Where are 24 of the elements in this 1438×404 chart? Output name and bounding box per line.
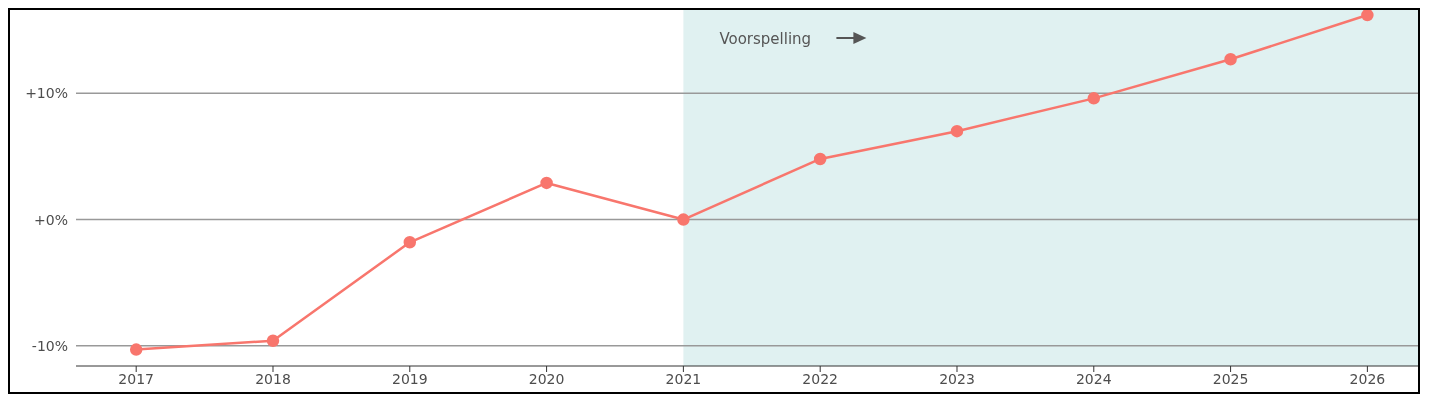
point [813,152,827,166]
point [129,343,143,356]
x-tick-label: 2020 [528,370,565,387]
x-tick-label: 2021 [665,370,702,387]
y-tick-label: +0% [34,211,68,228]
point [266,334,280,347]
x-tick-label: 2017 [118,370,155,387]
point [403,236,417,249]
x-tick-label: 2023 [939,370,975,387]
y-tick-label: +10% [25,85,68,102]
point [677,213,690,226]
x-tick-label: 2024 [1075,370,1112,387]
point [950,124,964,138]
x-tick-label: 2025 [1212,370,1249,387]
x-tick-label: 2022 [802,370,839,387]
point [540,176,553,190]
x-tick-label: 2026 [1349,370,1386,387]
point [1087,92,1101,105]
point [1224,52,1237,66]
y-tick-label: -10% [31,337,68,354]
x-tick-label: 2018 [255,370,291,387]
band-label: Voorspelling [719,30,812,48]
x-tick-label: 2019 [391,370,428,387]
point [1361,10,1374,22]
